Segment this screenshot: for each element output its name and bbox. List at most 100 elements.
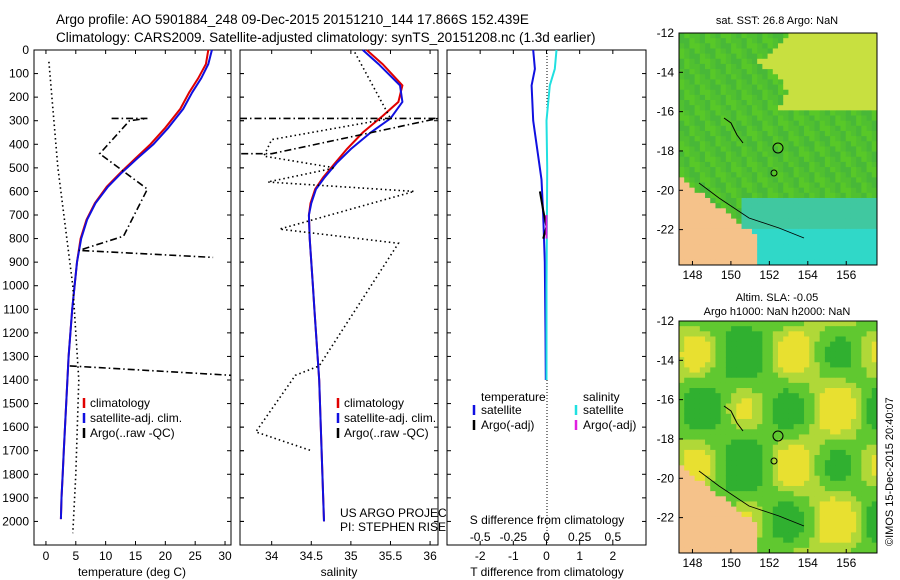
map-cell [783, 460, 789, 466]
map-cell [679, 388, 685, 394]
map-cell [762, 203, 768, 209]
map-cell [835, 161, 841, 168]
map-cell [835, 398, 841, 404]
map-cell [699, 491, 706, 497]
map-cell [715, 208, 722, 214]
y-tick-label: 1400 [2, 373, 29, 387]
map-cell [783, 408, 789, 415]
map-cell [736, 547, 742, 554]
map-cell [819, 33, 826, 39]
map-cell [783, 522, 789, 528]
map-cell [746, 187, 753, 194]
map-cell [850, 408, 857, 415]
map-cell [694, 480, 701, 487]
map-cell [861, 48, 867, 55]
map-cell [778, 249, 784, 256]
map-cell [746, 496, 753, 502]
map-cell [866, 244, 873, 250]
map-cell [746, 146, 753, 152]
map-cell [715, 249, 722, 256]
map-cell [814, 187, 821, 194]
map-cell [809, 223, 815, 230]
map-cell [731, 172, 737, 178]
map-cell [679, 377, 685, 384]
map-cell [762, 244, 768, 250]
map-cell [824, 429, 831, 435]
map-cell [778, 506, 784, 513]
map-cell [772, 120, 779, 127]
map-cell [694, 172, 701, 178]
map-cell [741, 480, 748, 487]
map-cell [746, 182, 753, 189]
map-cell [757, 58, 763, 65]
map-cell [871, 346, 878, 353]
map-cell [819, 321, 826, 327]
map-cell [871, 74, 878, 80]
map-cell [845, 537, 852, 544]
map-cell [751, 197, 758, 204]
map-cell [814, 372, 821, 379]
map-cell [684, 182, 690, 189]
map-cell [762, 156, 768, 163]
map-cell [871, 84, 878, 91]
map-cell [679, 439, 685, 446]
map-cell [845, 485, 852, 492]
map-cell [720, 228, 727, 235]
map-cell [741, 239, 748, 245]
map-cell [767, 197, 774, 204]
map-cell [757, 377, 763, 384]
map-cell [845, 542, 852, 549]
map-cell [793, 63, 800, 70]
map-cell [725, 48, 732, 55]
map-cell [866, 434, 873, 440]
map-cell [694, 141, 701, 147]
map-cell [741, 496, 748, 502]
map-cell [689, 38, 696, 44]
map-cell [705, 408, 711, 415]
map-cell [845, 208, 852, 214]
map-cell [861, 203, 867, 209]
map-cell [783, 372, 789, 379]
map-cell [689, 53, 696, 60]
map-cell [830, 84, 836, 91]
map-cell [751, 115, 758, 122]
map-cell [798, 125, 805, 132]
map-cell [741, 63, 748, 70]
map-cell [824, 362, 831, 368]
map-cell [767, 449, 774, 456]
map-cell [850, 444, 857, 451]
map-cell [710, 408, 716, 415]
map-cell [720, 321, 727, 327]
sst-map-frame [678, 32, 878, 266]
map-cell [767, 228, 774, 235]
map-cell [871, 197, 878, 204]
map-cell [720, 537, 727, 544]
map-cell [736, 43, 742, 49]
map-cell [710, 496, 716, 502]
map-cell [746, 542, 753, 549]
map-cell [762, 455, 768, 461]
map-cell [871, 470, 878, 477]
map-cell [788, 377, 795, 384]
map-cell [814, 100, 821, 106]
map-cell [684, 542, 690, 549]
map-cell [850, 223, 857, 230]
map-cell [741, 177, 748, 183]
map-cell [762, 393, 768, 399]
map-cell [694, 418, 701, 425]
map-cell [746, 547, 753, 554]
map-cell [705, 74, 711, 80]
map-cell [757, 182, 763, 189]
map-cell [809, 331, 815, 337]
map-cell [705, 136, 711, 142]
map-cell [772, 403, 779, 410]
map-cell [788, 511, 795, 518]
map-cell [850, 501, 857, 507]
map-cell [814, 377, 821, 384]
map-cell [746, 351, 753, 358]
map-cell [856, 218, 862, 225]
map-cell [824, 48, 831, 55]
map-cell [751, 434, 758, 440]
map-cell [772, 74, 779, 80]
map-cell [699, 228, 706, 235]
